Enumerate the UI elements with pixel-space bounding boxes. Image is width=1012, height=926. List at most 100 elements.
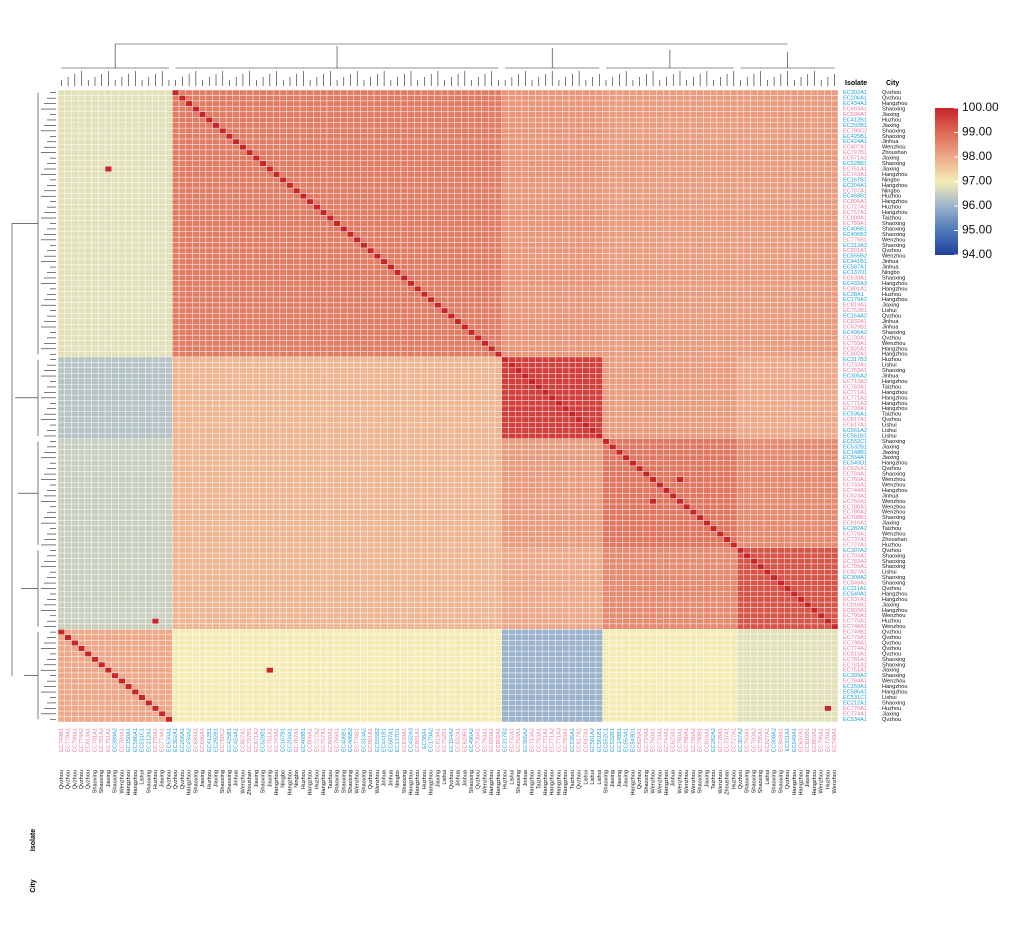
heatmap-cell <box>548 291 556 298</box>
heatmap-cell <box>784 220 792 227</box>
heatmap-cell <box>84 215 92 221</box>
heatmap-cell <box>656 160 664 167</box>
heatmap-cell <box>804 209 812 216</box>
heatmap-cell <box>340 95 348 102</box>
heatmap-cell <box>568 149 576 156</box>
heatmap-cell <box>494 133 502 140</box>
heatmap-cell <box>508 285 516 292</box>
heatmap-cell <box>602 171 610 178</box>
heatmap-cell <box>723 220 731 227</box>
heatmap-cell <box>535 89 543 96</box>
heatmap-cell <box>541 204 550 211</box>
heatmap-cell <box>400 215 408 221</box>
heatmap-cell <box>293 307 301 314</box>
heatmap-cell <box>306 160 314 167</box>
heatmap-cell <box>730 166 738 172</box>
heatmap-cell <box>508 133 516 140</box>
heatmap-cell <box>360 247 368 254</box>
heatmap-cell <box>676 160 684 167</box>
heatmap-cell <box>192 226 200 232</box>
heatmap-cell <box>763 106 771 112</box>
heatmap-cell <box>474 242 482 249</box>
heatmap-cell <box>64 275 72 281</box>
heatmap-cell <box>441 182 449 189</box>
heatmap-cell <box>158 117 166 123</box>
heatmap-cell <box>777 209 785 216</box>
heatmap-cell <box>461 253 469 260</box>
heatmap-cell <box>259 155 267 162</box>
heatmap-cell <box>104 198 112 205</box>
heatmap-cell <box>763 264 771 270</box>
heatmap-cell <box>145 149 153 156</box>
heatmap-cell <box>501 133 509 140</box>
heatmap-cell <box>165 247 173 254</box>
heatmap-cell <box>804 236 812 243</box>
heatmap-cell <box>568 247 576 254</box>
heatmap-cell <box>743 144 751 151</box>
heatmap-cell <box>293 106 301 112</box>
heatmap-cell <box>346 258 355 265</box>
heatmap-cell <box>279 291 287 298</box>
heatmap-cell <box>541 122 550 129</box>
heatmap-cell <box>710 193 718 200</box>
heatmap-cell <box>595 193 603 200</box>
heatmap-cell <box>676 95 684 102</box>
heatmap-cell <box>400 280 408 287</box>
heatmap-cell <box>98 231 106 238</box>
heatmap-cell <box>346 296 355 303</box>
heatmap-cell <box>831 307 839 314</box>
heatmap-cell <box>178 226 186 232</box>
heatmap-cell <box>400 127 408 134</box>
heatmap-cell <box>777 176 785 183</box>
heatmap-cell <box>71 106 79 112</box>
heatmap-cell <box>326 302 334 309</box>
heatmap-cell <box>57 111 65 118</box>
heatmap-cell <box>131 296 139 303</box>
heatmap-cell <box>131 100 139 107</box>
heatmap-cell <box>199 264 207 270</box>
heatmap-cell <box>212 171 220 178</box>
heatmap-cell <box>145 258 153 265</box>
heatmap-cell <box>683 111 691 118</box>
heatmap-cell <box>353 187 361 194</box>
heatmap-cell <box>494 247 502 254</box>
heatmap-cell <box>387 138 395 145</box>
heatmap-cell <box>662 95 671 102</box>
heatmap-cell <box>488 296 496 303</box>
heatmap-cell <box>252 171 260 178</box>
heatmap-cell <box>763 187 771 194</box>
heatmap-cell <box>689 182 697 189</box>
heatmap-cell <box>797 291 805 298</box>
heatmap-cell <box>111 242 119 249</box>
heatmap-cell <box>790 100 798 107</box>
heatmap-cell <box>367 215 375 221</box>
heatmap-cell <box>642 296 650 303</box>
heatmap-cell <box>387 275 395 281</box>
heatmap-cell <box>145 264 153 270</box>
heatmap-cell <box>656 307 664 314</box>
heatmap-cell <box>165 149 173 156</box>
heatmap-cell <box>824 236 832 243</box>
heatmap-cell <box>494 318 502 325</box>
heatmap-cell <box>212 100 220 107</box>
heatmap-cell <box>810 209 819 216</box>
heatmap-cell <box>320 100 328 107</box>
heatmap-cell <box>333 280 341 287</box>
heatmap-cell <box>373 193 381 200</box>
heatmap-cell <box>797 258 805 265</box>
heatmap-cell <box>481 275 489 281</box>
heatmap-cell <box>615 122 624 129</box>
heatmap-cell <box>165 160 173 167</box>
heatmap-cell <box>266 122 274 129</box>
heatmap-cell <box>205 204 213 211</box>
heatmap-cell <box>434 106 442 112</box>
heatmap-cell <box>669 296 677 303</box>
heatmap-cell <box>77 220 86 227</box>
heatmap-cell <box>521 160 529 167</box>
heatmap-cell <box>831 193 839 200</box>
heatmap-cell <box>582 253 590 260</box>
heatmap-cell <box>730 302 738 309</box>
heatmap-cell <box>178 198 186 205</box>
heatmap-cell <box>373 302 381 309</box>
heatmap-cell <box>521 285 529 292</box>
